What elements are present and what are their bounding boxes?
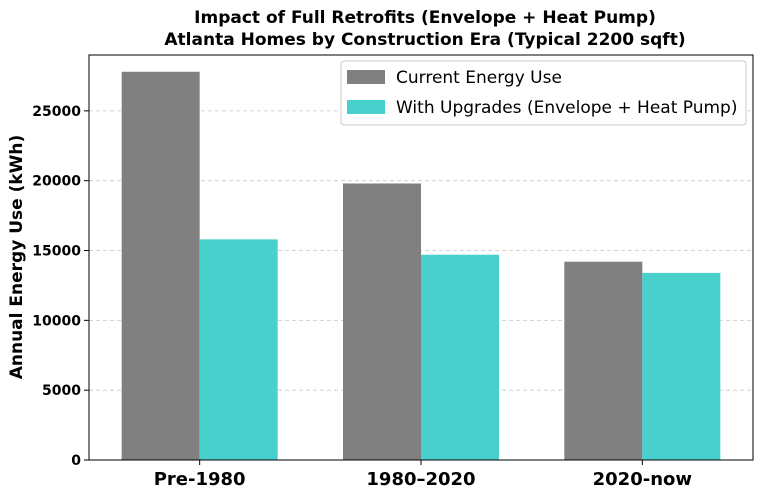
chart-title-line-2: Atlanta Homes by Construction Era (Typic… (164, 30, 685, 50)
x-tick-label: 2020-now (593, 469, 692, 490)
legend: Current Energy Use With Upgrades (Envelo… (340, 60, 747, 126)
legend-box (340, 60, 747, 126)
bar-current (121, 71, 200, 461)
y-tick-label: 25000 (32, 104, 81, 120)
bar-upgrades (642, 272, 721, 460)
y-tick-label: 15000 (32, 244, 81, 260)
bar-current (343, 183, 421, 460)
y-tick-label: 20000 (32, 174, 81, 190)
x-tick-label: 1980–2020 (366, 469, 475, 490)
legend-swatch-current (347, 70, 385, 84)
bars (121, 71, 721, 461)
legend-label-upgrades: With Upgrades (Envelope + Heat Pump) (396, 98, 737, 118)
y-tick-label: 5000 (42, 383, 81, 399)
bar-upgrades (421, 254, 499, 460)
y-tick-label: 10000 (32, 313, 81, 329)
chart-title-line-1: Impact of Full Retrofits (Envelope + Hea… (194, 8, 656, 28)
x-axis: Pre-1980 1980–2020 2020-now (154, 460, 692, 490)
legend-label-current: Current Energy Use (396, 68, 562, 88)
x-tick-label: Pre-1980 (154, 469, 246, 490)
bar-current (564, 261, 643, 460)
y-tick-label: 0 (71, 453, 81, 469)
y-axis: 0 5000 10000 15000 20000 25000 (32, 104, 89, 469)
y-axis-label: Annual Energy Use (kWh) (7, 135, 27, 380)
legend-swatch-upgrades (347, 100, 385, 114)
bar-upgrades (199, 239, 278, 460)
